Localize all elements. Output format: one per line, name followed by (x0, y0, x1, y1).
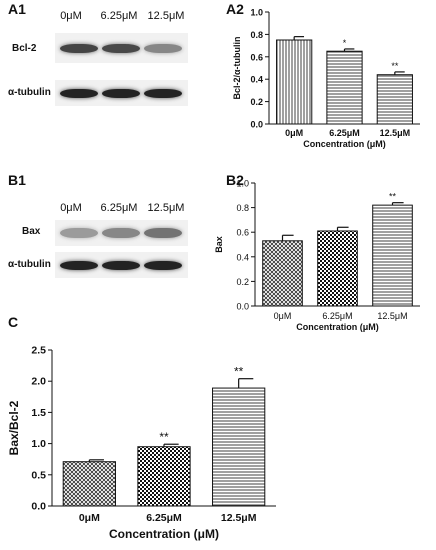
blot-b-lane-label: 12.5μM (147, 202, 185, 214)
y-axis-label: Bcl-2/α-tubulin (232, 36, 242, 99)
x-tick-label: 0μM (79, 512, 100, 524)
blot-band (144, 44, 182, 53)
bar (326, 50, 363, 125)
y-tick-label: 0.0 (250, 120, 263, 130)
x-axis-label: Concentration (μM) (109, 527, 219, 541)
bar (212, 387, 266, 507)
y-tick-label: 0.0 (31, 501, 46, 513)
bar (276, 39, 313, 125)
blot-a-tubulin-strip (55, 80, 188, 106)
y-tick-label: 0.5 (31, 469, 46, 481)
x-tick-label: 12.5μM (380, 128, 411, 138)
blot-a-lane-label: 6.25μM (100, 10, 138, 22)
panel-label-b1: B1 (8, 172, 26, 188)
bar (62, 461, 116, 507)
y-tick-label: 1.0 (250, 8, 263, 18)
y-tick-label: 0.4 (236, 252, 249, 262)
x-tick-label: 6.25μM (146, 512, 182, 524)
blot-a-bcl2-strip (55, 33, 188, 63)
panel-label-c: C (8, 314, 19, 330)
blot-band (102, 89, 140, 98)
y-tick-label: 0.4 (250, 75, 263, 85)
y-tick-label: 0.2 (250, 97, 263, 107)
blot-band (102, 261, 140, 270)
x-tick-label: 0μM (274, 311, 292, 321)
y-tick-label: 1.0 (31, 438, 46, 450)
y-tick-label: 0.6 (236, 228, 249, 238)
blot-b-lane-label: 0μM (60, 202, 82, 214)
panel-label-b2: B2 (226, 172, 244, 188)
significance-marker: ** (391, 61, 399, 71)
x-tick-label: 12.5μM (377, 311, 407, 321)
bar (372, 204, 413, 307)
x-axis-label: Concentration (μM) (296, 322, 379, 332)
significance-marker: ** (389, 192, 397, 202)
blot-a-lane-label: 12.5μM (147, 10, 185, 22)
y-tick-label: 1.5 (31, 407, 46, 419)
y-tick-label: 2.5 (31, 345, 46, 357)
blot-band (102, 228, 140, 238)
significance-marker: ** (234, 365, 244, 379)
bar (376, 74, 413, 125)
panel-label-a2: A2 (226, 1, 244, 17)
y-tick-label: 0.2 (236, 277, 249, 287)
blot-band (60, 261, 98, 270)
blot-band (60, 89, 98, 98)
y-tick-label: 2.0 (31, 376, 46, 388)
y-axis-label: Bax/Bcl-2 (7, 400, 21, 455)
bar (137, 446, 191, 507)
blot-b-lane-label: 6.25μM (100, 202, 138, 214)
blot-band (144, 228, 182, 238)
x-tick-label: 0μM (285, 128, 303, 138)
significance-marker: * (343, 38, 347, 48)
y-axis-label: Bax (214, 236, 224, 253)
x-tick-label: 6.25μM (322, 311, 352, 321)
blot-band (60, 44, 98, 53)
y-tick-label: 0.6 (250, 52, 263, 62)
blot-band (60, 228, 98, 238)
blot-b-row-label: Bax (22, 226, 41, 237)
bar (317, 230, 358, 307)
panel-label-a1: A1 (8, 1, 26, 17)
x-tick-label: 6.25μM (329, 128, 360, 138)
blot-a-row-label: Bcl-2 (12, 43, 37, 54)
significance-marker: ** (159, 430, 169, 444)
bar (262, 240, 303, 307)
x-axis-label: Concentration (μM) (303, 139, 386, 149)
blot-b-bax-strip (55, 220, 188, 246)
blot-b-tubulin-strip (55, 252, 188, 278)
y-tick-label: 0.8 (236, 203, 249, 213)
blot-b-row-label: α-tubulin (8, 259, 51, 270)
blot-band (102, 44, 140, 53)
blot-band (144, 89, 182, 98)
y-tick-label: 1.0 (236, 179, 249, 189)
blot-a-lane-label: 0μM (60, 10, 82, 22)
x-tick-label: 12.5μM (221, 512, 257, 524)
blot-band (144, 261, 182, 270)
blot-a-row-label: α-tubulin (8, 87, 51, 98)
y-tick-label: 0.0 (236, 302, 249, 312)
y-tick-label: 0.8 (250, 30, 263, 40)
